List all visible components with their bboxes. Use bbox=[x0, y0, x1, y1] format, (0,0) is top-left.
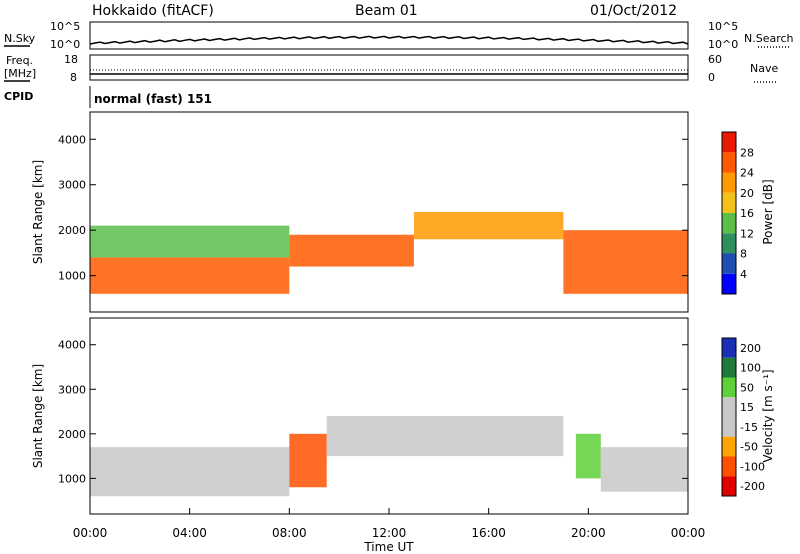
power-colorbar-tick-3: 16 bbox=[740, 207, 754, 220]
freq-top-tick: 18 bbox=[64, 53, 78, 66]
vel-colorbar-seg-4 bbox=[722, 417, 736, 437]
velocity-xtick-label-4: 16:00 bbox=[471, 526, 506, 540]
noise-right-top-tick: 10^5 bbox=[708, 20, 738, 33]
vel-ytick-label-0: 1000 bbox=[58, 472, 86, 485]
cpid-label: CPID bbox=[4, 90, 33, 103]
freq-panel-frame bbox=[89, 54, 689, 81]
power-colorbar-label: Power [dB] bbox=[761, 179, 775, 244]
vel-colorbar-seg-7 bbox=[722, 476, 736, 496]
noise-left-bottom-tick: 10^0 bbox=[50, 38, 80, 51]
vel-colorbar-tick-1: 100 bbox=[740, 362, 761, 375]
power-colorbar-tick-2: 12 bbox=[740, 227, 754, 240]
vel-band-4 bbox=[600, 447, 688, 492]
cpid-value: normal (fast) 151 bbox=[94, 92, 212, 106]
power-yaxis: 1000 2000 3000 4000 bbox=[58, 133, 688, 283]
velocity-xtick-label-1: 04:00 bbox=[172, 526, 207, 540]
vel-colorbar-tick-2: 50 bbox=[740, 381, 754, 394]
vel-colorbar-tick-3: 15 bbox=[740, 401, 754, 414]
velocity-data-layer bbox=[90, 416, 688, 497]
power-band-3 bbox=[413, 212, 564, 240]
noise-panel-frame bbox=[89, 21, 689, 50]
power-colorbar-seg-3 bbox=[722, 213, 736, 234]
power-ytick-label-0: 1000 bbox=[58, 270, 86, 283]
vel-ytick-label-3: 4000 bbox=[58, 339, 86, 352]
freq-bottom-tick: 8 bbox=[70, 71, 77, 84]
velocity-yaxis: 1000 2000 3000 4000 bbox=[58, 339, 688, 485]
nave-bottom-tick: 0 bbox=[708, 71, 715, 84]
noise-left-top-tick: 10^5 bbox=[50, 20, 80, 33]
power-colorbar-frame bbox=[721, 131, 737, 295]
power-colorbar-tick-0: 4 bbox=[740, 268, 747, 281]
power-colorbar-seg-1 bbox=[722, 253, 736, 274]
vel-colorbar-tick-0: 200 bbox=[740, 342, 761, 355]
nsky-label: N.Sky bbox=[4, 32, 36, 45]
vel-ytick-label-2: 3000 bbox=[58, 383, 86, 396]
nsky-trace bbox=[89, 35, 689, 45]
velocity-xtick-label-3: 12:00 bbox=[372, 526, 407, 540]
power-colorbar-tick-1: 8 bbox=[740, 248, 747, 261]
velocity-ylabel: Slant Range [km] bbox=[31, 364, 45, 468]
power-ytick-label-3: 4000 bbox=[58, 133, 86, 146]
vel-colorbar-tick-4: -15 bbox=[740, 421, 758, 434]
vel-colorbar-tick-7: -200 bbox=[740, 480, 765, 493]
power-colorbar: 4 8 12 16 20 24 28 bbox=[721, 131, 754, 295]
power-colorbar-seg-7 bbox=[722, 132, 736, 153]
power-colorbar-seg-5 bbox=[722, 172, 736, 193]
velocity-colorbar: 200 100 50 15 -15 -50 -100 -200 bbox=[721, 337, 765, 497]
vel-band-3 bbox=[575, 433, 601, 479]
station-title: Hokkaido (fitACF) bbox=[92, 3, 214, 19]
power-colorbar-tick-6: 28 bbox=[740, 146, 754, 159]
velocity-xlabel: Time UT bbox=[363, 540, 414, 554]
vel-colorbar-seg-0 bbox=[722, 338, 736, 358]
power-colorbar-seg-2 bbox=[722, 233, 736, 254]
vel-colorbar-seg-5 bbox=[722, 436, 736, 457]
nave-top-tick: 60 bbox=[708, 53, 722, 66]
vel-ytick-label-1: 2000 bbox=[58, 428, 86, 441]
velocity-xtick-label-5: 20:00 bbox=[571, 526, 606, 540]
power-colorbar-tick-5: 24 bbox=[740, 167, 754, 180]
power-band-0 bbox=[90, 257, 290, 294]
power-data-layer bbox=[90, 212, 688, 294]
freq-unit: [MHz] bbox=[4, 67, 36, 80]
noise-right-bottom-tick: 10^0 bbox=[708, 38, 738, 51]
vel-colorbar-tick-5: -50 bbox=[740, 441, 758, 454]
power-ylabel: Slant Range [km] bbox=[31, 160, 45, 264]
beam-title: Beam 01 bbox=[355, 3, 418, 19]
vel-colorbar-tick-6: -100 bbox=[740, 460, 765, 473]
velocity-xtick-label-6: 00:00 bbox=[671, 526, 706, 540]
velocity-xtick-label-2: 08:00 bbox=[272, 526, 307, 540]
power-colorbar-seg-6 bbox=[722, 152, 736, 173]
velocity-colorbar-label: Velocity [m s⁻¹] bbox=[761, 369, 775, 462]
nave-label: Nave bbox=[750, 62, 778, 75]
vel-colorbar-seg-1 bbox=[722, 357, 736, 378]
power-band-1 bbox=[90, 225, 290, 258]
vel-colorbar-frame bbox=[721, 337, 737, 497]
vel-band-1 bbox=[289, 433, 327, 488]
vel-band-0 bbox=[90, 447, 290, 497]
velocity-xaxis: 00:00 04:00 08:00 12:00 16:00 20:00 00:00 bbox=[73, 508, 706, 540]
vel-colorbar-seg-6 bbox=[722, 456, 736, 477]
power-ytick-label-1: 2000 bbox=[58, 224, 86, 237]
nsearch-label: N.Search bbox=[744, 32, 794, 45]
power-colorbar-seg-0 bbox=[722, 273, 736, 294]
freq-label: Freq. bbox=[6, 54, 33, 67]
power-colorbar-tick-4: 20 bbox=[740, 187, 754, 200]
vel-band-2 bbox=[326, 416, 564, 457]
vel-colorbar-seg-3 bbox=[722, 397, 736, 417]
velocity-xtick-label-0: 00:00 bbox=[73, 526, 108, 540]
date-title: 01/Oct/2012 bbox=[590, 3, 677, 19]
power-colorbar-seg-4 bbox=[722, 192, 736, 213]
vel-colorbar-seg-2 bbox=[722, 377, 736, 398]
power-panel-frame bbox=[89, 111, 689, 313]
power-band-2 bbox=[289, 234, 414, 267]
power-band-4 bbox=[563, 230, 688, 294]
power-ytick-label-2: 3000 bbox=[58, 179, 86, 192]
